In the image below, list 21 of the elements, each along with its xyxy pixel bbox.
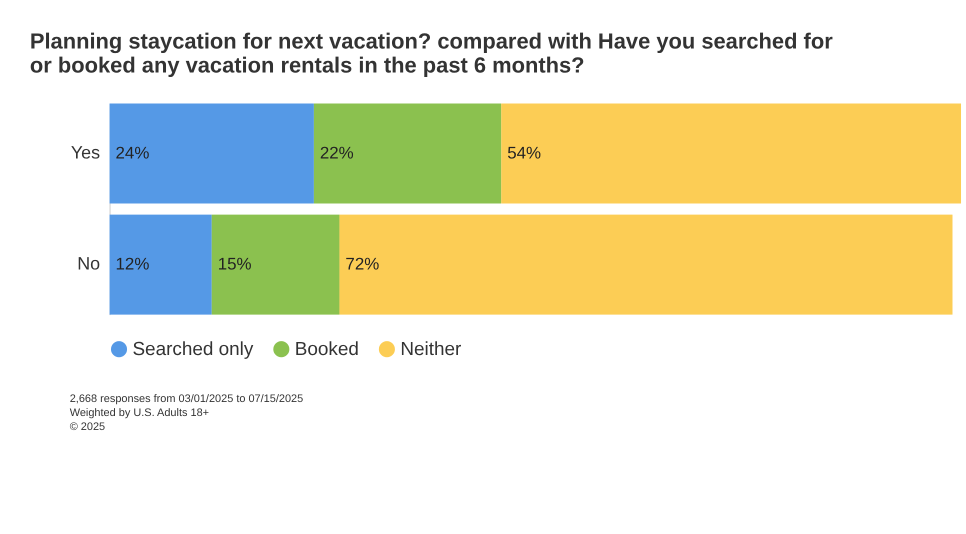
bar (501, 103, 962, 204)
chart-title: Planning staycation for next vacation? compared with Have you searched for or booked any vacation rentals in the past 6 months? (30, 28, 834, 78)
text: © 2025 (70, 421, 106, 434)
bar (110, 103, 314, 204)
bar (339, 214, 953, 315)
legend-label: Searched only (132, 339, 254, 360)
legend-label: Neither (400, 339, 462, 360)
y-tick-label: Yes (70, 142, 100, 162)
bar (212, 214, 340, 315)
legend-label: Booked (294, 339, 359, 360)
bar (314, 103, 502, 204)
data-label: 72% (345, 254, 380, 274)
y-tick-label: No (77, 254, 100, 274)
data-label: 54% (507, 143, 542, 162)
data-label: 12% (116, 254, 150, 274)
text: 2,668 responses from 03/01/2025 to 07/15/2025 (70, 393, 304, 406)
bar (110, 214, 212, 315)
data-label: 22% (320, 143, 354, 162)
text: Weighted by U.S. Adults 18+ (70, 407, 210, 420)
data-label: 24% (116, 143, 150, 162)
data-label: 15% (218, 254, 252, 274)
